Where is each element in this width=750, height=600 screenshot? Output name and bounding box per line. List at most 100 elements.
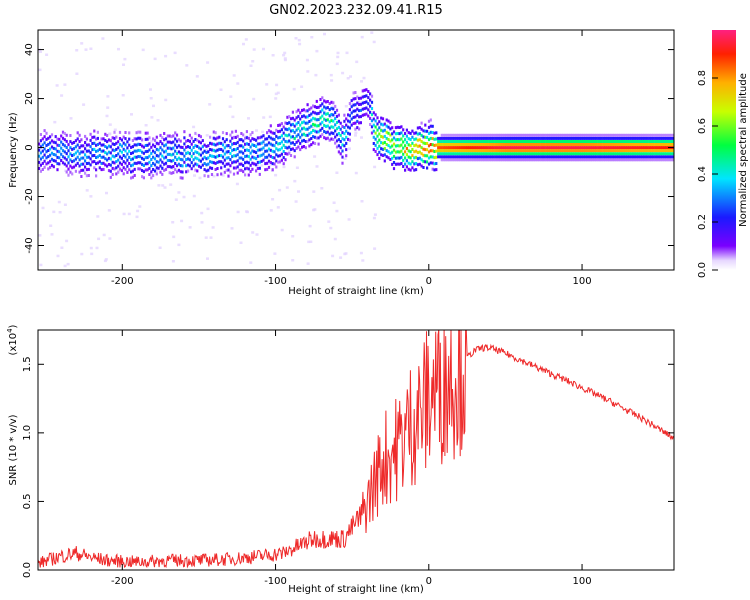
spectrogram-cell [641,155,644,159]
spectrogram-cell [372,123,375,127]
spectrogram-cell [335,139,339,143]
spectrogram-cell [52,153,55,156]
spectrogram-cell [293,118,296,122]
spectrogram-cell [131,163,134,167]
spectrogram-cell [49,141,52,145]
spectrogram-cell [372,142,375,145]
spectrogram-cell [87,155,90,159]
spectrogram-cell [56,143,59,147]
spectrogram-cell [39,157,42,161]
spectrogram-cell [495,146,499,150]
spectrogram-cell [455,149,458,153]
spectrogram-speckle [260,164,264,167]
spectrogram-speckle [106,106,110,109]
spectrogram-x-tick-label: -100 [264,276,287,287]
spectrogram-cell [152,143,155,147]
spectrogram-cell [646,155,649,159]
spectrogram-cell [519,149,522,153]
spectrogram-cell [161,142,164,146]
spectrogram-cell [615,155,618,159]
spectrogram-cell [431,149,434,153]
spectrogram-cell [461,152,464,156]
spectrogram-cell [619,149,622,153]
spectrogram-cell [479,146,482,150]
spectrogram-cell [562,158,565,162]
spectrogram-cell [663,136,666,140]
spectrogram-cell [402,146,405,150]
spectrogram-cell [510,158,513,162]
spectrogram-cell [253,156,256,160]
spectrogram-cell [78,140,81,143]
spectrogram-cell [84,171,87,175]
spectrogram-cell [644,158,648,162]
spectrogram-cell [569,152,572,156]
spectrogram-cell [343,126,346,129]
spectrogram-cell [569,136,572,140]
spectrogram-cell [668,158,671,162]
spectrogram-cell [427,132,431,135]
spectrogram-cell [392,142,396,146]
spectrogram-cell [407,167,410,171]
spectrogram-cell [174,155,177,159]
spectrogram-cell [663,146,666,150]
spectrogram-cell [196,169,199,173]
spectrogram-cell [65,139,68,143]
spectrogram-cell [639,133,642,137]
spectrogram-cell [416,151,419,154]
spectrogram-cell [350,123,353,127]
spectrogram-cell [497,155,500,159]
spectrogram-cell [652,133,655,137]
spectrogram-cell [512,136,515,140]
spectrogram-cell [481,140,484,143]
spectrogram-cell [332,131,335,135]
spectrogram-cell [98,166,101,170]
spectrogram-cell [251,137,254,141]
spectrogram-cell [545,133,548,137]
spectrogram-cell [593,136,596,140]
spectrogram-cell [76,143,79,147]
spectrogram-cell [394,162,397,166]
spectrogram-cell [356,95,359,99]
spectrogram-cell [453,140,456,143]
spectrogram-cell [516,143,519,146]
spectrogram-cell [497,133,500,137]
spectrogram-cell [109,139,112,143]
spectrogram-cell [139,155,142,159]
spectrogram-cell [106,158,109,162]
spectrogram-cell [181,146,184,149]
spectrogram-cell [613,158,616,162]
spectrogram-speckle [55,84,59,87]
spectrogram-cell [244,155,247,158]
spectrogram-cell [575,155,578,159]
spectrogram-cell [350,105,353,109]
spectrogram-cell [488,146,491,150]
spectrogram-cell [409,162,412,166]
spectrogram-cell [387,144,390,148]
spectrogram-cell [420,133,423,137]
spectrogram-cell [490,140,493,143]
spectrogram-cell [575,146,578,150]
spectrogram-cell [586,133,589,137]
spectrogram-cell [473,143,477,146]
spectrogram-cell [47,161,50,165]
spectrogram-cell [552,155,556,159]
spectrogram-cell [299,141,302,145]
spectrogram-cell [152,161,155,165]
spectrogram-cell [280,122,283,126]
spectrogram-cell [600,152,603,156]
spectrogram-cell [503,158,506,162]
spectrogram-cell [210,173,214,176]
spectrogram-cell [354,121,357,125]
spectrogram-cell [221,143,225,147]
spectrogram-cell [424,160,427,164]
spectrogram-cell [582,146,585,150]
spectrogram-cell [196,163,199,167]
spectrogram-speckle [261,130,265,134]
spectrogram-cell [400,131,403,135]
spectrogram-cell [529,146,532,150]
spectrogram-cell [457,140,460,143]
spectrogram-cell [611,158,614,162]
spectrogram-cell [589,143,592,146]
spectrogram-cell [501,136,504,140]
spectrogram-cell [345,135,348,139]
